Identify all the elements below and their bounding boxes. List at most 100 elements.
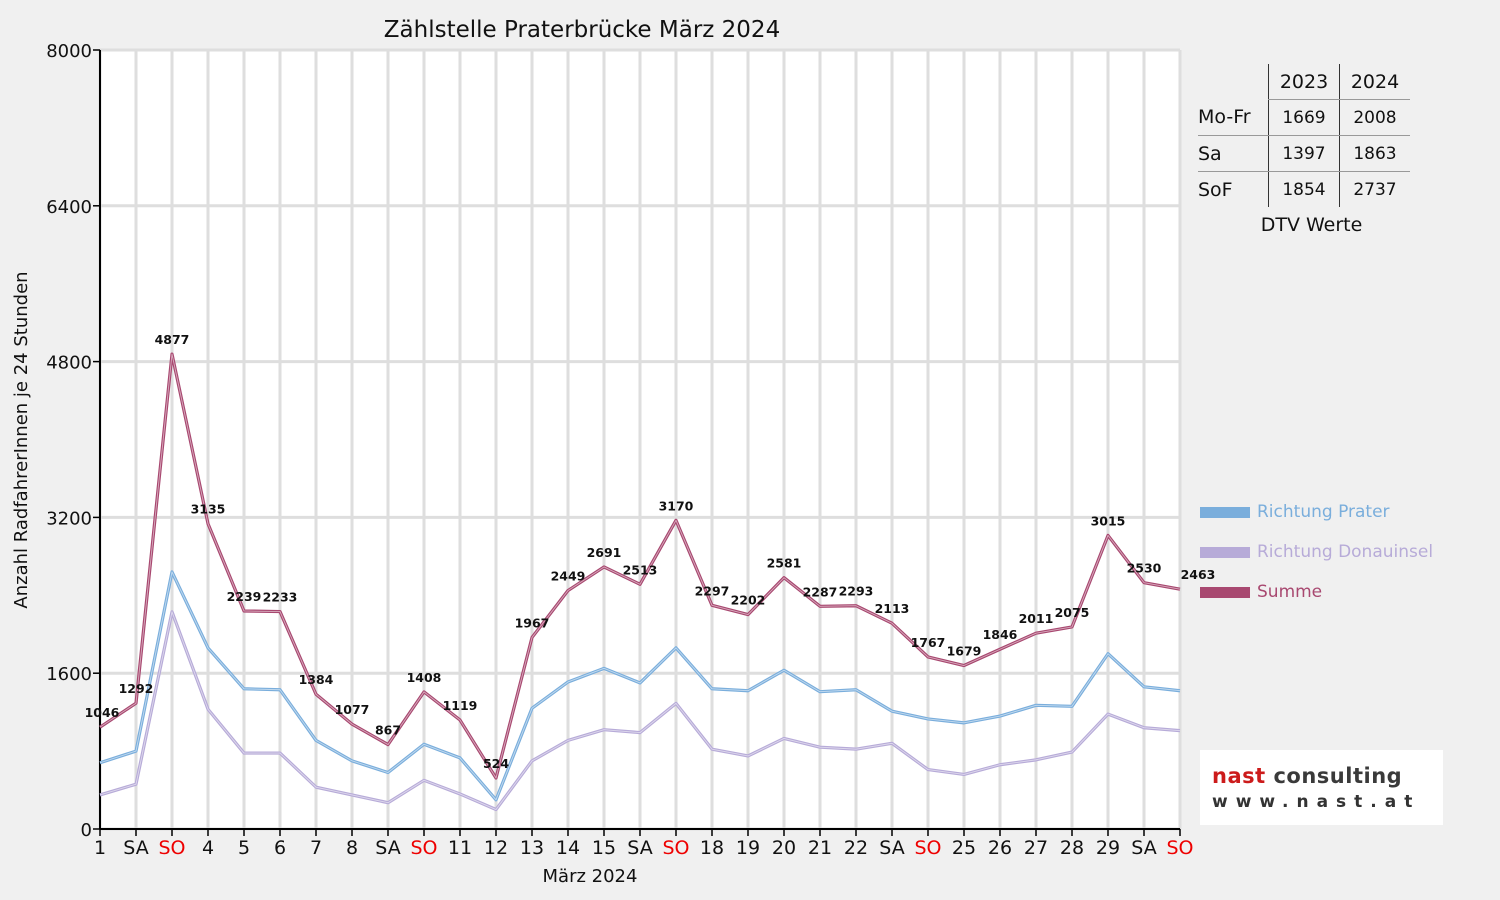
x-tick-label: 5 bbox=[238, 837, 250, 859]
data-label: 1846 bbox=[983, 627, 1018, 642]
data-label: 867 bbox=[375, 723, 401, 738]
logo-brand-red: nast bbox=[1212, 764, 1266, 788]
x-tick-label: 22 bbox=[844, 837, 868, 859]
x-tick-label: 11 bbox=[448, 837, 472, 859]
dtv-row-label: Mo-Fr bbox=[1198, 99, 1269, 136]
logo-url: www.nast.at bbox=[1212, 792, 1421, 812]
x-tick-label: SA bbox=[1131, 837, 1156, 859]
x-tick-label: 1 bbox=[94, 837, 106, 859]
legend-label: Richtung Donauinsel bbox=[1257, 542, 1434, 562]
dtv-cell-2023: 1854 bbox=[1268, 171, 1340, 207]
dtv-row: SoF 1854 2737 bbox=[1198, 171, 1410, 207]
x-tick-label: 6 bbox=[274, 837, 286, 859]
x-tick-label: 15 bbox=[592, 837, 616, 859]
y-tick-label: 4800 bbox=[46, 353, 92, 374]
legend-swatch bbox=[1200, 546, 1250, 558]
x-axis-label: März 2024 bbox=[543, 866, 638, 887]
series-line-prater-highlight bbox=[99, 571, 1181, 801]
x-tick-label: 28 bbox=[1060, 837, 1084, 859]
data-label: 1679 bbox=[947, 644, 982, 659]
legend-swatch bbox=[1200, 586, 1250, 598]
dtv-row: Sa 1397 1863 bbox=[1198, 135, 1410, 172]
x-tick-label: 14 bbox=[556, 837, 580, 859]
logo-brand: nast consulting bbox=[1212, 764, 1402, 788]
data-label: 3135 bbox=[191, 502, 226, 517]
data-label: 1384 bbox=[299, 672, 334, 687]
legend: Richtung Prater Richtung Donauinsel Summ… bbox=[1200, 492, 1433, 612]
data-label: 1292 bbox=[119, 681, 154, 696]
x-tick-label: 12 bbox=[484, 837, 508, 859]
dtv-row-label: SoF bbox=[1198, 178, 1233, 201]
legend-swatch bbox=[1200, 506, 1250, 518]
y-tick-label: 6400 bbox=[46, 197, 92, 218]
x-tick-label: 26 bbox=[988, 837, 1012, 859]
legend-item-summe: Summe bbox=[1200, 572, 1433, 612]
x-tick-label: 29 bbox=[1096, 837, 1120, 859]
dtv-caption-row: DTV Werte bbox=[1198, 207, 1410, 242]
x-tick-label: 7 bbox=[310, 837, 322, 859]
x-tick-label: SA bbox=[375, 837, 400, 859]
x-tick-label: 13 bbox=[520, 837, 544, 859]
y-tick-label: 0 bbox=[81, 820, 92, 841]
y-tick-label: 8000 bbox=[46, 41, 92, 62]
data-label: 2449 bbox=[551, 569, 586, 584]
data-label: 2202 bbox=[731, 593, 766, 608]
plot-area: 0 1600 3200 4800 6400 8000 1 SA SO 4 5 6 7 8 SA SO 11 12 1… bbox=[46, 41, 1215, 859]
data-label: 3015 bbox=[1091, 513, 1126, 528]
data-label: 2113 bbox=[875, 601, 910, 616]
x-tick-label: SA bbox=[879, 837, 904, 859]
data-label: 1408 bbox=[407, 670, 442, 685]
x-tick-label: SO bbox=[158, 837, 185, 859]
legend-label: Summe bbox=[1257, 582, 1323, 602]
dtv-cell-2023: 1397 bbox=[1268, 135, 1340, 172]
dtv-cell-2024: 2008 bbox=[1339, 99, 1410, 136]
y-tick-label: 1600 bbox=[46, 664, 92, 685]
data-label: 3170 bbox=[659, 498, 694, 513]
x-tick-label: 19 bbox=[736, 837, 760, 859]
data-label: 2581 bbox=[767, 556, 802, 571]
data-label: 2287 bbox=[803, 584, 838, 599]
dtv-header-empty bbox=[1198, 64, 1269, 100]
dtv-cell-2024: 2737 bbox=[1339, 171, 1410, 207]
legend-item-donauinsel: Richtung Donauinsel bbox=[1200, 532, 1433, 572]
x-tick-label: 27 bbox=[1024, 837, 1048, 859]
data-label: 2011 bbox=[1019, 611, 1054, 626]
chart-title: Zählstelle Praterbrücke März 2024 bbox=[384, 17, 780, 43]
data-label: 4877 bbox=[155, 332, 190, 347]
x-tick-label: SA bbox=[627, 837, 652, 859]
dtv-caption: DTV Werte bbox=[1260, 213, 1363, 236]
y-tick-label: 3200 bbox=[46, 508, 92, 529]
dtv-row-label: Sa bbox=[1198, 135, 1269, 172]
x-tick-label: SO bbox=[410, 837, 437, 859]
legend-item-prater: Richtung Prater bbox=[1200, 492, 1433, 532]
data-label: 1119 bbox=[443, 698, 478, 713]
dtv-row: Mo-Fr 1669 2008 bbox=[1198, 99, 1410, 136]
series-line-summe-highlight bbox=[99, 353, 1181, 779]
nast-consulting-logo: nast consulting www.nast.at bbox=[1200, 750, 1443, 825]
data-label: 1046 bbox=[85, 705, 120, 720]
dtv-header-row: 2023 2024 bbox=[1198, 64, 1410, 100]
dtv-header-2024: 2024 bbox=[1339, 64, 1410, 100]
data-label: 2239 bbox=[227, 589, 262, 604]
data-label: 524 bbox=[483, 756, 509, 771]
data-label: 1767 bbox=[911, 635, 946, 650]
dtv-table: 2023 2024 Mo-Fr 1669 2008 Sa 1397 1863 S… bbox=[1198, 64, 1410, 242]
data-label: 1967 bbox=[515, 615, 550, 630]
x-tick-label: SO bbox=[914, 837, 941, 859]
data-label: 2530 bbox=[1127, 561, 1162, 576]
data-label: 2297 bbox=[695, 583, 730, 598]
x-tick-label: 4 bbox=[202, 837, 214, 859]
dtv-cell-2023: 1669 bbox=[1268, 99, 1340, 136]
data-label: 2513 bbox=[623, 562, 658, 577]
series-line-donauinsel-highlight bbox=[99, 611, 1181, 810]
x-tick-label: SA bbox=[123, 837, 148, 859]
x-tick-label: 20 bbox=[772, 837, 796, 859]
data-label: 1077 bbox=[335, 702, 370, 717]
x-tick-label: SO bbox=[1166, 837, 1193, 859]
x-tick-label: 25 bbox=[952, 837, 976, 859]
data-label: 2691 bbox=[587, 545, 622, 560]
dtv-header-2023: 2023 bbox=[1268, 64, 1340, 100]
logo-brand-rest: consulting bbox=[1273, 764, 1403, 788]
data-label: 2463 bbox=[1181, 567, 1216, 582]
